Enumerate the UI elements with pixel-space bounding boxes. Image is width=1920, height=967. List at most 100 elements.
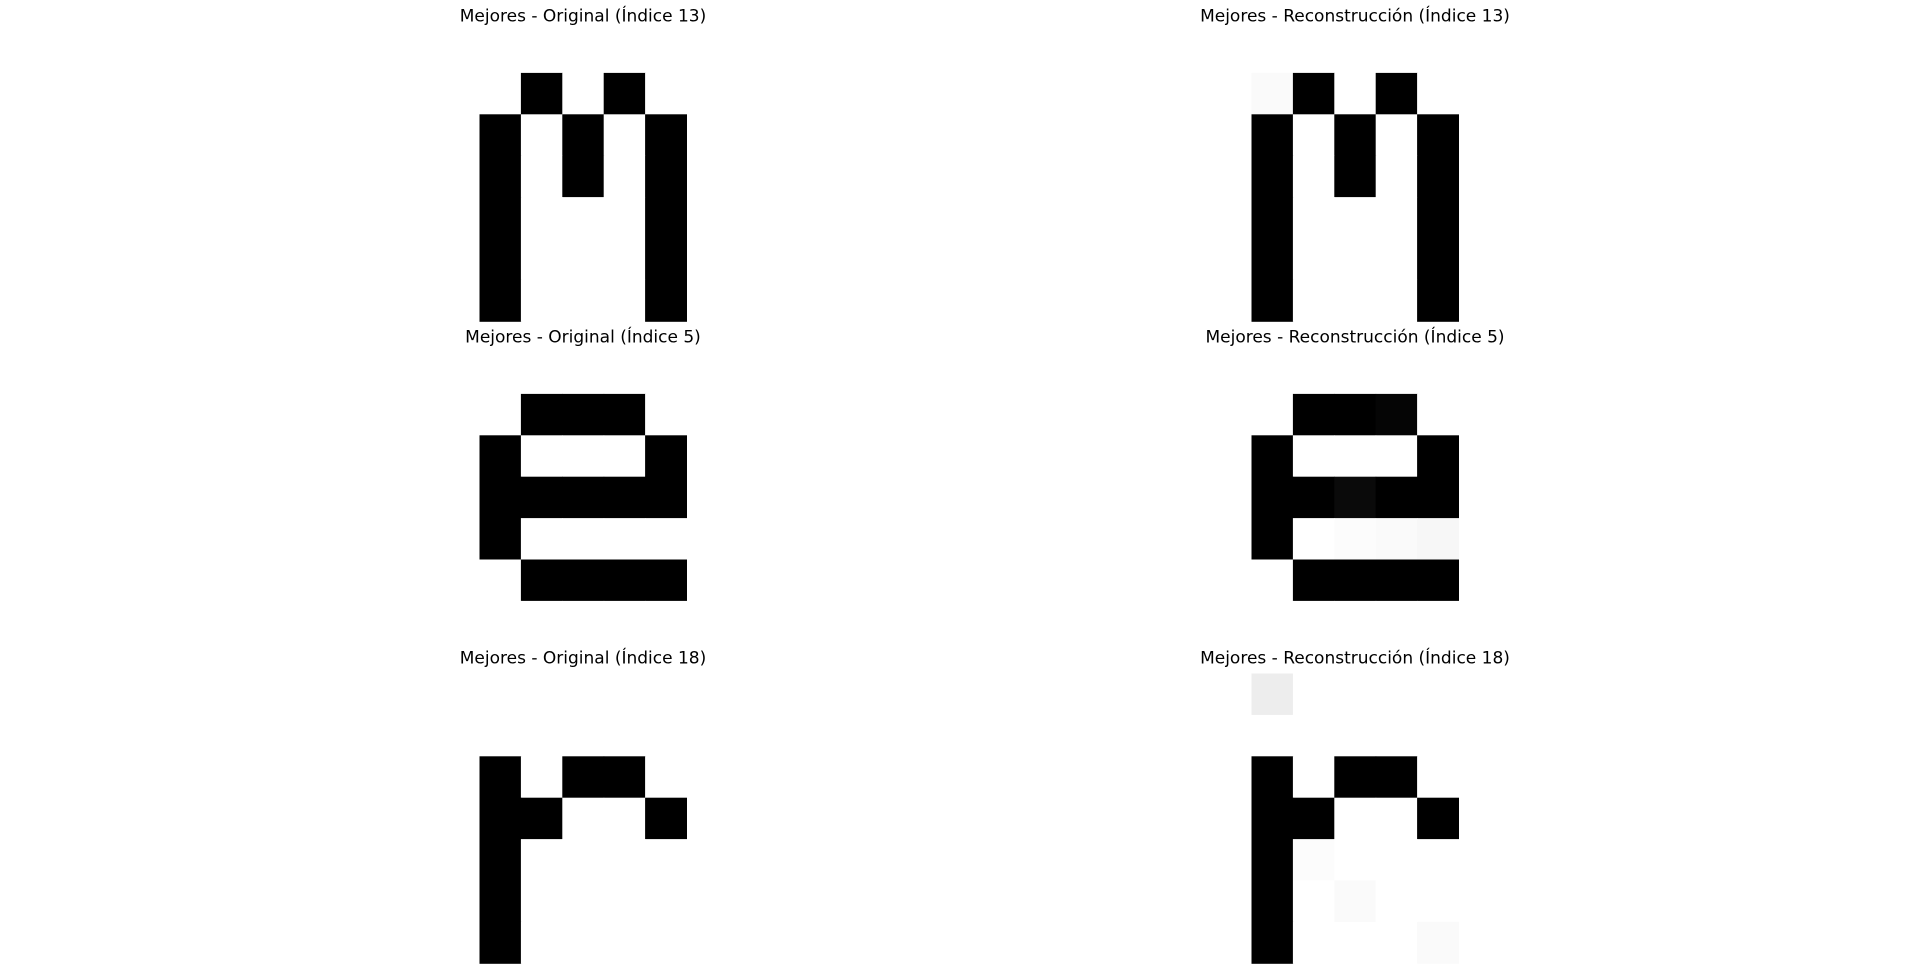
heatmap-cell xyxy=(1334,797,1377,840)
heatmap-cell xyxy=(479,600,522,643)
heatmap-cell xyxy=(479,393,522,436)
heatmap-cell xyxy=(645,797,687,840)
heatmap-cell xyxy=(479,238,522,281)
heatmap-cell xyxy=(1292,476,1335,519)
heatmap-cell xyxy=(645,72,687,115)
heatmap-cell xyxy=(1292,559,1335,602)
heatmap-cell xyxy=(1292,921,1335,964)
heatmap-cell xyxy=(1417,352,1459,395)
heatmap-cell xyxy=(645,600,687,643)
heatmap-cell xyxy=(603,600,646,643)
heatmap-cell xyxy=(1417,714,1459,757)
heatmap-cell xyxy=(1334,921,1377,964)
heatmap-cell xyxy=(1251,600,1294,643)
heatmap-cell xyxy=(520,238,563,281)
heatmap-cell xyxy=(1375,880,1418,923)
heatmap-cell xyxy=(603,559,646,602)
heatmap-cell xyxy=(603,921,646,964)
heatmap-cell xyxy=(562,559,605,602)
heatmap-cells xyxy=(1251,673,1459,964)
heatmap-cell xyxy=(603,476,646,519)
heatmap-cell xyxy=(1417,673,1459,716)
heatmap-cell xyxy=(1417,31,1459,74)
heatmap-cell xyxy=(520,559,563,602)
heatmap-cell xyxy=(645,756,687,799)
heatmap-panel: Mejores - Reconstrucción (Índice 5) xyxy=(1205,326,1505,643)
heatmap-cell xyxy=(520,839,563,881)
heatmap-cell xyxy=(479,714,522,757)
heatmap-cell xyxy=(1334,393,1377,436)
heatmap-cell xyxy=(1292,31,1335,74)
heatmap-cell xyxy=(1375,114,1418,157)
heatmap-cell xyxy=(562,435,605,478)
heatmap-cell xyxy=(479,279,522,322)
heatmap-cell xyxy=(1251,518,1294,560)
heatmap-cell xyxy=(1334,600,1377,643)
heatmap-cell xyxy=(520,797,563,840)
heatmap-cell xyxy=(1334,31,1377,74)
heatmap-cell xyxy=(520,921,563,964)
heatmap-cell xyxy=(1292,756,1335,799)
heatmap-cell xyxy=(1292,197,1335,239)
heatmap-cell xyxy=(1292,238,1335,281)
heatmap-cell xyxy=(1334,197,1377,239)
panel-title: Mejores - Reconstrucción (Índice 18) xyxy=(1200,647,1510,669)
heatmap-cell xyxy=(1292,72,1335,115)
heatmap-cell xyxy=(1375,238,1418,281)
heatmap-cell xyxy=(645,393,687,436)
heatmap-cell xyxy=(1334,839,1377,881)
heatmap-cell xyxy=(603,197,646,239)
panel-title: Mejores - Original (Índice 13) xyxy=(460,5,706,27)
heatmap-cell xyxy=(1292,352,1335,395)
heatmap-cell xyxy=(1334,673,1377,716)
heatmap-cell xyxy=(1251,155,1294,198)
heatmap-cell xyxy=(603,155,646,198)
heatmap-cell xyxy=(1292,600,1335,643)
heatmap-cell xyxy=(603,797,646,840)
panel-title: Mejores - Original (Índice 5) xyxy=(465,326,701,348)
heatmap-cell xyxy=(479,435,522,478)
heatmap-cell xyxy=(603,352,646,395)
heatmap-cell xyxy=(520,435,563,478)
heatmap-cell xyxy=(562,393,605,436)
heatmap-cell xyxy=(520,673,563,716)
heatmap-cell xyxy=(1417,155,1459,198)
heatmap-cell xyxy=(1292,393,1335,436)
heatmap-cell xyxy=(1251,756,1294,799)
heatmap-cell xyxy=(603,114,646,157)
heatmap-cell xyxy=(562,279,605,322)
heatmap-cell xyxy=(1375,279,1418,322)
heatmap-cell xyxy=(1292,880,1335,923)
heatmap-cell xyxy=(520,476,563,519)
heatmap-cell xyxy=(1417,921,1459,964)
heatmap-cell xyxy=(562,72,605,115)
heatmap-cell xyxy=(1292,673,1335,716)
heatmap-cell xyxy=(603,880,646,923)
heatmap-panel: Mejores - Reconstrucción (Índice 13) xyxy=(1200,5,1510,322)
heatmap-cells xyxy=(1251,352,1459,643)
heatmap-cell xyxy=(520,756,563,799)
heatmap-cell xyxy=(1334,714,1377,757)
heatmap-cell xyxy=(1417,559,1459,602)
heatmap-cell xyxy=(1375,435,1418,478)
heatmap-cell xyxy=(1251,476,1294,519)
heatmap-cell xyxy=(1292,518,1335,560)
heatmap-cell xyxy=(1334,880,1377,923)
heatmap-cell xyxy=(603,72,646,115)
heatmap-cell xyxy=(479,880,522,923)
heatmap-cell xyxy=(1375,673,1418,716)
heatmap-cell xyxy=(562,114,605,157)
heatmap-cell xyxy=(479,476,522,519)
heatmap-cell xyxy=(520,279,563,322)
heatmap-cell xyxy=(1375,197,1418,239)
heatmap-cell xyxy=(562,352,605,395)
heatmap-cell xyxy=(562,31,605,74)
heatmap-cell xyxy=(645,352,687,395)
heatmap-cell xyxy=(1375,600,1418,643)
heatmap-cell xyxy=(603,756,646,799)
heatmap-cell xyxy=(1334,72,1377,115)
panel-grid: Mejores - Original (Índice 13) Mejores - … xyxy=(460,5,1510,964)
heatmap-cell xyxy=(562,839,605,881)
panel-title: Mejores - Reconstrucción (Índice 5) xyxy=(1205,326,1504,348)
